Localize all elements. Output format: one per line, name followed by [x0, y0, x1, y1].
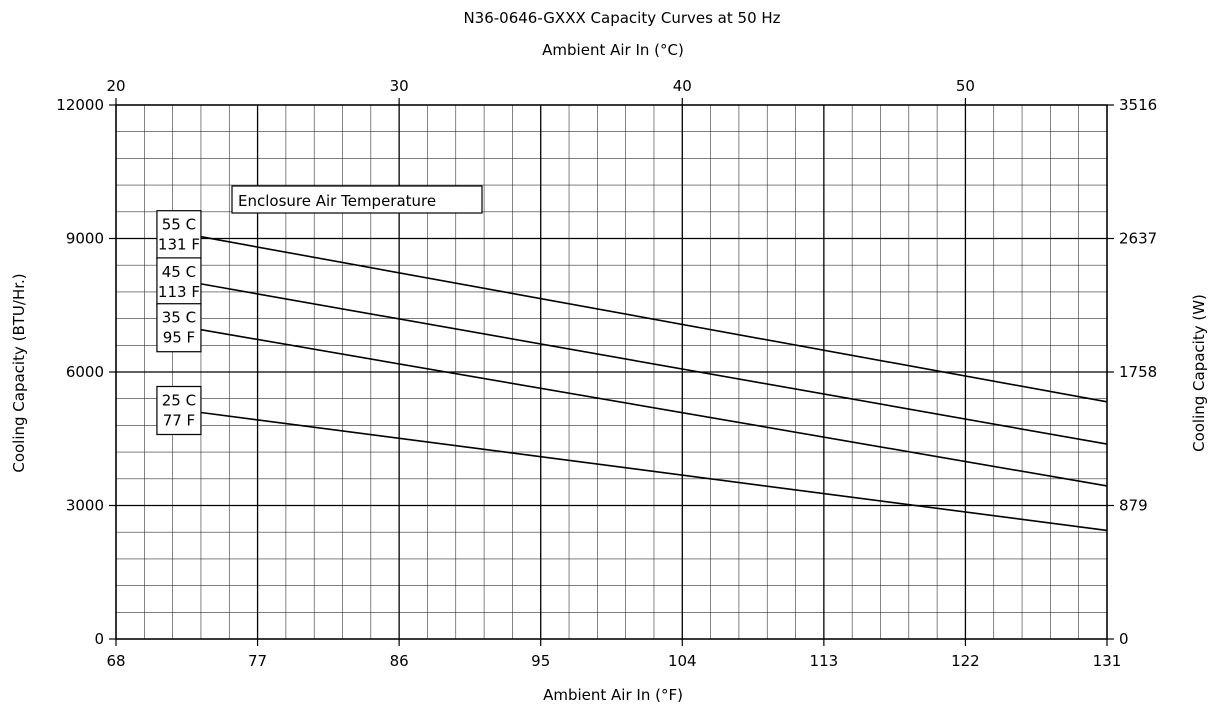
- series-label: 77 F: [163, 411, 195, 429]
- series-line: [200, 411, 1108, 532]
- series-line: [200, 328, 1108, 487]
- series-label: 95 F: [163, 329, 195, 347]
- legend-box: Enclosure Air Temperature: [231, 185, 483, 214]
- y2-tick-label: 1758: [1119, 363, 1157, 381]
- x-tick-label: 113: [810, 652, 839, 670]
- series-line: [200, 283, 1108, 445]
- series-label-box: [156, 303, 202, 353]
- x2-tick-label: 50: [956, 77, 975, 95]
- legend-title: Enclosure Air Temperature: [238, 192, 436, 210]
- y2-tick-label: 879: [1119, 497, 1148, 515]
- y-tick-label: 9000: [66, 230, 104, 248]
- x-tick-label: 68: [106, 652, 125, 670]
- series-label-box: [156, 210, 202, 260]
- y2-tick-label: 0: [1119, 630, 1129, 648]
- series-line: [200, 235, 1108, 403]
- y2-tick-label: 2637: [1119, 230, 1157, 248]
- y-tick-label: 6000: [66, 363, 104, 381]
- series-label: 113 F: [158, 283, 200, 301]
- x-tick-label: 77: [248, 652, 267, 670]
- series-label: 35 C: [162, 309, 196, 327]
- x-tick-label: 104: [668, 652, 697, 670]
- x-tick-label: 95: [531, 652, 550, 670]
- x-axis-title: Ambient Air In (°F): [543, 686, 683, 704]
- y-tick-label: 3000: [66, 497, 104, 515]
- plot-area: 68 77 86 95 104 113 122 131 20 30 40 50 0 3000 6000 900…: [56, 77, 1157, 670]
- x2-tick-label: 40: [673, 77, 692, 95]
- series-label: 25 C: [162, 391, 196, 409]
- x2-tick-label: 30: [390, 77, 409, 95]
- y2-axis-title: Cooling Capacity (W): [1190, 294, 1208, 452]
- x-tick-label: 86: [390, 652, 409, 670]
- x2-axis-title: Ambient Air In (°C): [542, 41, 684, 59]
- x-tick-label: 131: [1093, 652, 1122, 670]
- series-label-box: [156, 385, 202, 436]
- x2-tick-label: 20: [106, 77, 125, 95]
- series-label-box: [156, 257, 202, 307]
- series-label: 45 C: [162, 263, 196, 281]
- y-tick-label: 12000: [56, 96, 104, 114]
- y-axis-title: Cooling Capacity (BTU/Hr.): [10, 273, 28, 472]
- series-label: 131 F: [158, 236, 200, 254]
- series-label: 55 C: [162, 216, 196, 234]
- x-tick-label: 122: [951, 652, 980, 670]
- y2-tick-label: 3516: [1119, 96, 1157, 114]
- y-tick-label: 0: [94, 630, 104, 648]
- chart-title: N36-0646-GXXX Capacity Curves at 50 Hz: [463, 9, 780, 27]
